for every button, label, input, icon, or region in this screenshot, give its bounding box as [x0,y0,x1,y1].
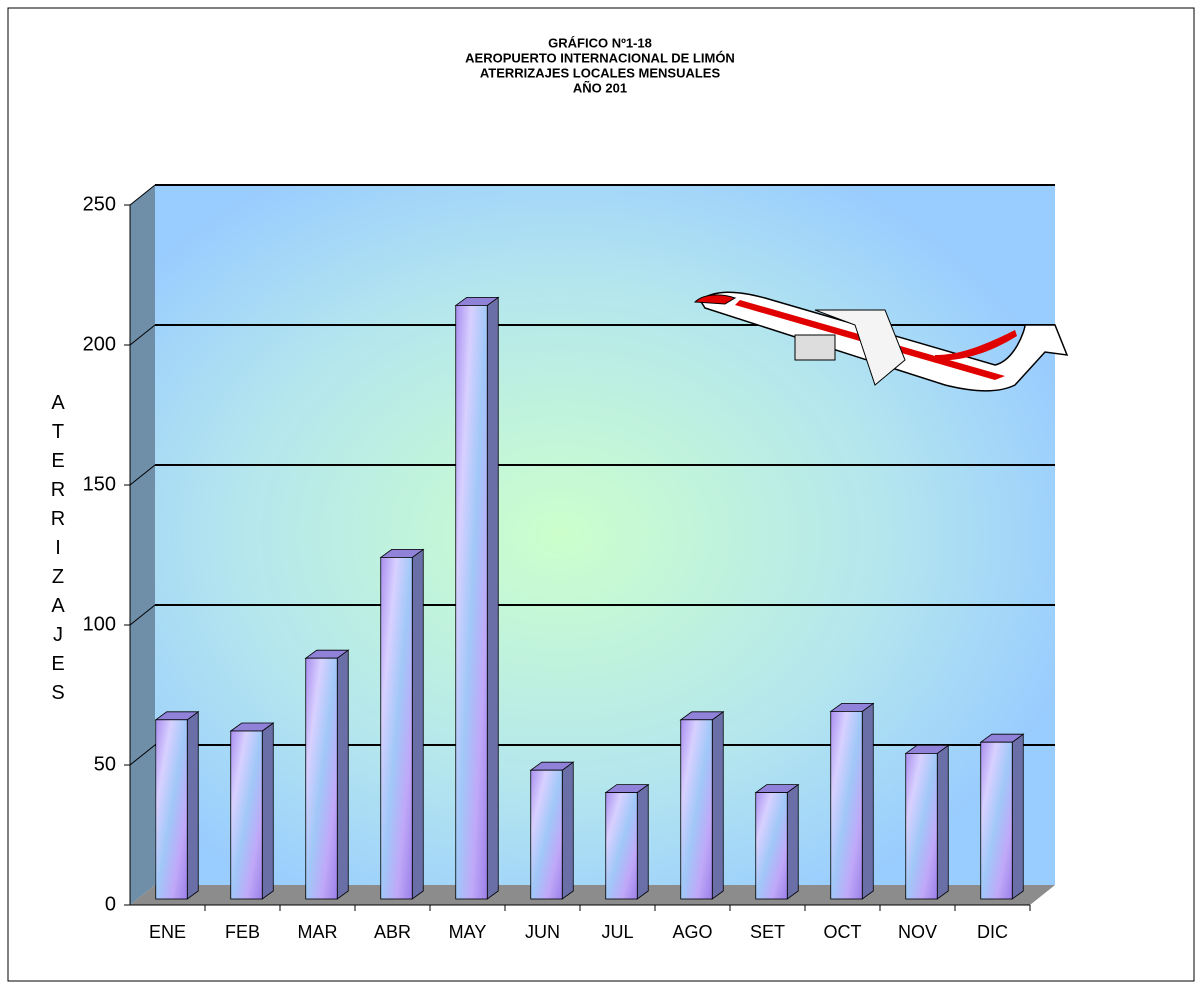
bar [305,657,338,900]
x-tick-label: MAR [298,922,338,942]
grid-line-side [129,184,156,206]
x-tick-label: SET [750,922,785,942]
bar [755,792,788,900]
bar-side [261,722,274,900]
bar-side [636,783,649,900]
bar-side [411,548,424,900]
bar [455,304,488,900]
y-tick-label: 150 [83,473,116,495]
chart-title: ATERRIZAJES LOCALES MENSUALES [480,65,721,80]
bar-side [486,296,499,900]
x-tick-label: NOV [898,922,937,942]
bar [230,730,263,900]
airplane [693,291,1069,392]
bar-side [936,744,949,900]
x-tick-label: OCT [824,922,862,942]
bar [605,792,638,900]
bar-side [861,702,874,900]
bar [530,769,563,900]
frame [7,7,1195,982]
x-tick-label: ABR [374,922,411,942]
y-tick-label: 50 [94,753,116,775]
bar [380,557,413,900]
grid-line-side [129,324,156,346]
bar [980,741,1013,900]
bar-side [711,711,724,900]
y-tick-label: 0 [105,893,116,915]
y-tick-label: 200 [83,333,116,355]
y-axis-label: ATERRIZAJES [47,392,69,711]
x-tick-label: JUN [525,922,560,942]
bar [155,719,188,900]
bar-side [561,761,574,900]
bar [830,711,863,900]
chart-title: AÑO 201 [573,80,627,95]
side-wall [130,185,155,905]
grid-line-side [129,604,156,626]
x-tick-label: DIC [977,922,1008,942]
y-tick-label: 100 [83,613,116,635]
x-tick-label: MAY [449,922,487,942]
chart-title: GRÁFICO Nº1-18 [548,35,652,50]
bar [680,719,713,900]
bar-side [336,649,349,900]
x-tick-label: JUL [601,922,633,942]
bar-side [786,783,799,900]
chart-title: AEROPUERTO INTERNACIONAL DE LIMÓN [465,50,735,65]
bar-side [186,711,199,900]
x-tick-label: AGO [672,922,712,942]
bar-side [1011,733,1024,900]
grid-line-side [129,744,156,766]
bar [905,753,938,900]
x-tick-label: FEB [225,922,260,942]
y-tick-label: 250 [83,193,116,215]
grid-line-side [129,464,156,486]
x-tick-label: ENE [149,922,186,942]
floor [130,885,1055,905]
